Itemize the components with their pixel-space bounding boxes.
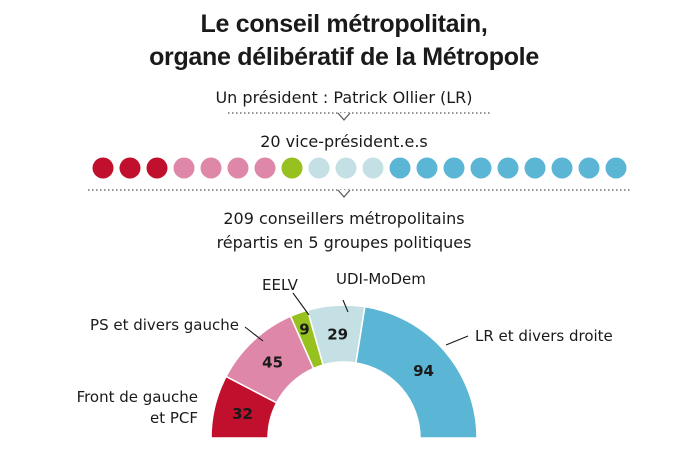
- slice-value-label: 9: [299, 320, 309, 338]
- vice-president-dot: [578, 157, 600, 179]
- vice-president-dot: [92, 157, 114, 179]
- vice-president-dot: [443, 157, 465, 179]
- president-label: Un président : Patrick Ollier (LR): [215, 88, 473, 107]
- slice-category-labels: Front de gauche et PCF PS et divers gauche…: [77, 270, 613, 427]
- slice-category-label: et PCF: [150, 409, 198, 427]
- leader-line: [445, 335, 469, 346]
- vice-president-dot: [362, 157, 384, 179]
- vice-president-dot: [146, 157, 168, 179]
- councillors-line-1: 209 conseillers métropolitains: [223, 209, 465, 228]
- separator-vice-presidents: [88, 189, 632, 198]
- councillors-line-2: répartis en 5 groupes politiques: [216, 233, 472, 252]
- vice-president-dot: [119, 157, 141, 179]
- slice-value-label: 32: [232, 405, 253, 423]
- chart-title: Le conseil métropolitain, organe délibér…: [0, 8, 688, 74]
- vice-presidents-label: 20 vice-président.e.s: [260, 132, 428, 151]
- slice-category-label: Front de gauche: [77, 388, 198, 406]
- vice-president-dot: [335, 157, 357, 179]
- leader-line: [292, 292, 310, 316]
- vice-president-dot: [227, 157, 249, 179]
- label-leader-lines: [244, 292, 469, 346]
- vice-president-dot: [470, 157, 492, 179]
- vice-president-dots: [92, 157, 627, 179]
- leader-line: [342, 299, 349, 313]
- vice-president-dot: [605, 157, 627, 179]
- slice-category-label: UDI-MoDem: [336, 270, 426, 288]
- vice-president-dot: [281, 157, 303, 179]
- leader-line: [244, 326, 264, 342]
- slice-category-label: PS et divers gauche: [90, 316, 239, 334]
- title-line-2: organe délibératif de la Métropole: [149, 43, 539, 71]
- vice-president-dot: [389, 157, 411, 179]
- vice-president-dot: [308, 157, 330, 179]
- slice-value-label: 45: [262, 354, 283, 372]
- slice-category-label: EELV: [262, 276, 299, 294]
- vice-president-dot: [173, 157, 195, 179]
- title-line-1: Le conseil métropolitain,: [200, 10, 488, 38]
- vice-president-dot: [200, 157, 222, 179]
- vice-president-dot: [416, 157, 438, 179]
- separator-president: [228, 112, 490, 121]
- slice-value-label: 29: [327, 326, 348, 344]
- hemicycle-slice: [355, 305, 478, 439]
- slice-value-label: 94: [413, 362, 434, 380]
- vice-president-dot: [254, 157, 276, 179]
- vice-president-dot: [551, 157, 573, 179]
- slice-value-labels: 32 45 9 29 94: [232, 320, 434, 423]
- vice-president-dot: [497, 157, 519, 179]
- hemicycle-slices: [210, 304, 478, 439]
- vice-president-dot: [524, 157, 546, 179]
- slice-category-label: LR et divers droite: [475, 327, 613, 345]
